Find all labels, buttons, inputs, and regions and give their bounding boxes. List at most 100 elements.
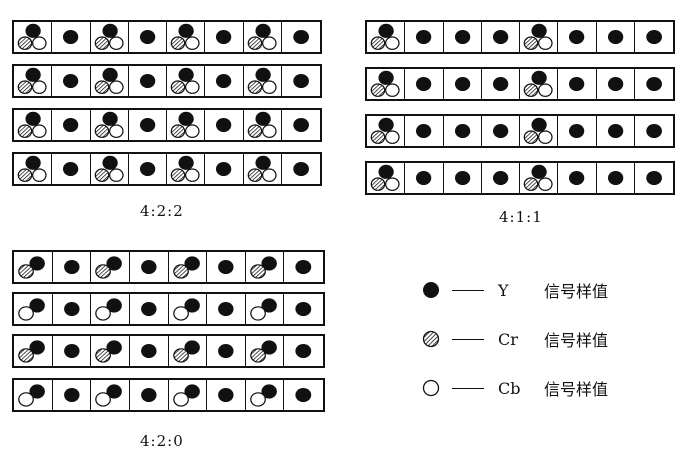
cb-sample-icon [422, 379, 440, 397]
sample-row [12, 152, 322, 186]
y-sample-icon [183, 340, 200, 355]
legend-item-y: Y 信号样值 [420, 276, 608, 304]
sample-row [12, 108, 322, 142]
y-sample-icon [378, 164, 394, 179]
pixel-cell-y [207, 294, 246, 324]
pixel-cell-ycr [169, 252, 208, 282]
y-sample-icon [454, 76, 470, 92]
y-sample-icon [607, 76, 623, 92]
y-sample-icon [218, 387, 234, 403]
y-sample-icon [454, 29, 470, 45]
pixel-cell-ycrcb [14, 154, 53, 184]
pixel-cell-ycb [169, 294, 208, 324]
sample-row [12, 250, 325, 284]
pixel-cell-y [597, 69, 635, 99]
pixel-cell-y [52, 66, 91, 96]
caption-4-2-2: 4:2:2 [140, 202, 184, 220]
legend-item-cb: Cb 信号样值 [420, 374, 608, 402]
cr-sample-icon [170, 124, 186, 138]
pixel-cell-y [635, 163, 673, 193]
pixel-cell-y [444, 163, 482, 193]
pixel-cell-ycb [91, 380, 130, 410]
pixel-cell-ycb [91, 294, 130, 324]
y-sample-icon [139, 161, 156, 177]
cr-sample-icon [94, 168, 109, 182]
cb-sample-icon [261, 80, 277, 94]
y-sample-icon [140, 387, 157, 403]
cr-sample-icon [523, 83, 539, 97]
caption-4-2-0: 4:2:0 [140, 432, 184, 450]
cb-sample-icon [32, 36, 47, 50]
y-sample-icon [63, 117, 79, 133]
y-sample-icon [106, 340, 123, 355]
cb-sample-icon [385, 130, 400, 144]
cb-sample-icon [18, 306, 34, 321]
y-sample-icon [261, 256, 277, 271]
pixel-cell-y [444, 116, 482, 146]
cr-sample-icon [94, 80, 109, 94]
y-sample-icon [492, 29, 509, 45]
cb-sample-icon [538, 177, 553, 191]
y-sample-icon [178, 23, 194, 38]
y-sample-icon [218, 259, 234, 275]
y-sample-icon [25, 155, 41, 170]
y-sample-icon [531, 164, 547, 179]
y-sample-icon [254, 67, 271, 82]
y-sample-icon [63, 343, 80, 359]
cr-sample-icon [247, 124, 262, 138]
pixel-cell-ycb [246, 294, 285, 324]
pixel-cell-y [597, 163, 635, 193]
cb-sample-icon [185, 36, 200, 50]
pixel-cell-y [635, 69, 673, 99]
cr-sample-icon [170, 36, 186, 50]
y-sample-icon [646, 76, 662, 92]
cb-sample-icon [95, 392, 112, 407]
pixel-cell-y [130, 336, 169, 366]
y-sample-icon [416, 76, 432, 92]
pixel-cell-y [130, 252, 169, 282]
y-sample-icon [295, 259, 312, 275]
pixel-cell-y [282, 154, 320, 184]
pixel-cell-y [558, 22, 597, 52]
pixel-cell-y [207, 336, 246, 366]
pixel-cell-ycr [246, 252, 285, 282]
legend-label-cr: 信号样值 [544, 331, 609, 350]
y-sample-icon [378, 70, 394, 85]
cr-sample-icon [523, 130, 539, 144]
pixel-cell-y [207, 380, 246, 410]
y-sample-icon [101, 155, 118, 170]
y-sample-icon [29, 256, 45, 271]
cr-sample-icon [170, 80, 186, 94]
cr-sample-icon [94, 124, 109, 138]
y-sample-icon [492, 170, 509, 186]
cb-sample-icon [32, 80, 47, 94]
y-sample-icon [295, 387, 312, 403]
cb-sample-icon [108, 80, 124, 94]
cb-sample-icon [185, 168, 200, 182]
pixel-cell-ycrcb [367, 22, 406, 52]
y-sample-icon [106, 256, 123, 271]
y-sample-icon [101, 67, 118, 82]
pixel-cell-y [405, 116, 444, 146]
pixel-cell-ycrcb [91, 22, 129, 52]
y-sample-icon [29, 384, 45, 399]
y-sample-icon [178, 111, 194, 126]
pixel-cell-ycr [14, 252, 53, 282]
pixel-cell-y [205, 66, 244, 96]
y-sample-icon [139, 29, 156, 45]
y-sample-icon [569, 29, 585, 45]
cr-sample-icon [249, 348, 266, 363]
cr-sample-icon [95, 348, 112, 363]
cb-sample-icon [385, 36, 400, 50]
pixel-cell-y [129, 66, 167, 96]
cb-sample-icon [185, 124, 200, 138]
y-sample-icon [101, 111, 118, 126]
pixel-cell-y [405, 69, 444, 99]
y-sample-icon [293, 117, 309, 133]
y-sample-icon [492, 76, 509, 92]
pixel-cell-y [405, 22, 444, 52]
cr-sample-icon [370, 130, 386, 144]
cr-sample-icon [247, 168, 262, 182]
y-sample-icon [63, 259, 80, 275]
cr-sample-icon [247, 36, 262, 50]
